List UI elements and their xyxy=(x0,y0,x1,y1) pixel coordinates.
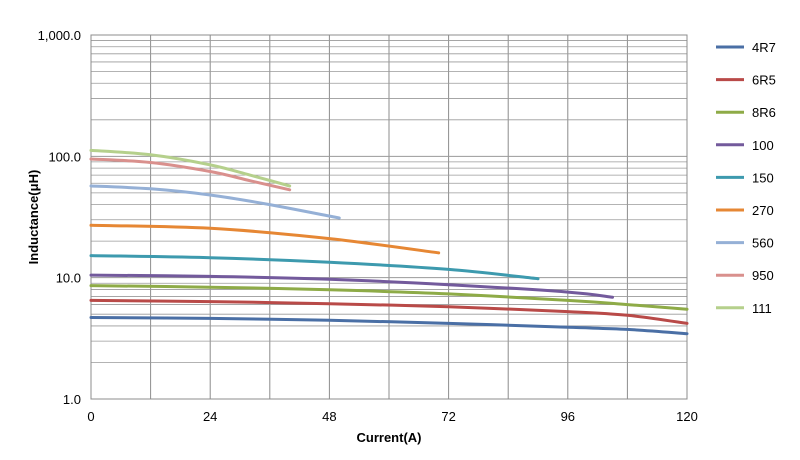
legend-label-111: 111 xyxy=(752,301,772,316)
series-line-560 xyxy=(89,184,341,220)
gridlines xyxy=(90,35,688,400)
legend-label-560: 560 xyxy=(752,236,774,251)
series-line-4R7 xyxy=(89,316,689,336)
series-line-950 xyxy=(89,157,292,192)
legend-label-150: 150 xyxy=(752,170,774,185)
legend-label-6R5: 6R5 xyxy=(752,73,776,88)
x-tick-label: 24 xyxy=(203,409,217,424)
series-line-270 xyxy=(89,223,441,255)
y-axis-title: Inductance(μH) xyxy=(26,170,41,265)
legend-label-4R7: 4R7 xyxy=(752,40,776,55)
plot-area xyxy=(90,34,688,400)
series-lines xyxy=(89,148,689,336)
legend-label-8R6: 8R6 xyxy=(752,105,776,120)
y-tick-label: 1,000.0 xyxy=(38,28,81,43)
series-line-6R5 xyxy=(89,298,689,325)
series-line-111 xyxy=(89,148,292,188)
x-tick-label: 48 xyxy=(322,409,336,424)
series-line-150 xyxy=(89,254,540,281)
y-tick-label: 10.0 xyxy=(56,271,81,286)
y-tick-label: 100.0 xyxy=(48,149,81,164)
series-line-100 xyxy=(89,273,614,299)
legend-label-100: 100 xyxy=(752,138,774,153)
y-tick-label: 1.0 xyxy=(63,392,81,407)
x-axis-ticks: 0 24 48 72 96 120 xyxy=(87,409,697,424)
x-axis-title: Current(A) xyxy=(357,430,422,445)
x-tick-label: 120 xyxy=(676,409,698,424)
x-tick-label: 0 xyxy=(87,409,94,424)
series-line-8R6 xyxy=(89,284,689,311)
legend-label-950: 950 xyxy=(752,268,774,283)
legend: 4R7 6R5 8R6 100 150 270 560 950 111 xyxy=(716,40,776,316)
y-axis-ticks: 1.0 10.0 100.0 1,000.0 xyxy=(38,28,81,407)
legend-label-270: 270 xyxy=(752,203,774,218)
x-tick-label: 96 xyxy=(561,409,575,424)
x-tick-label: 72 xyxy=(441,409,455,424)
